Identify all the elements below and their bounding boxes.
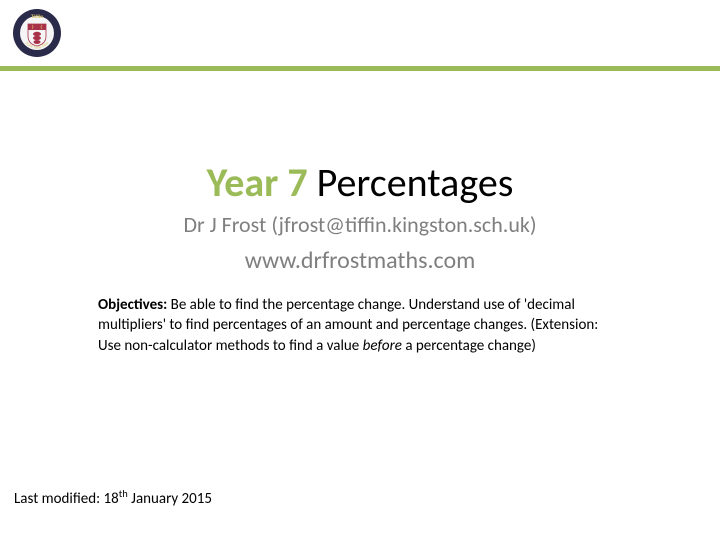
footer-suffix: January 2015 <box>128 490 212 508</box>
objectives-italic: before <box>363 337 402 355</box>
svg-text:Tiffin: Tiffin <box>31 15 43 20</box>
objectives-body-2: a percentage change) <box>402 337 536 355</box>
footer-prefix: Last modified: 18 <box>14 490 119 508</box>
author-line: Dr J Frost (jfrost@tiffin.kingston.sch.u… <box>0 211 720 238</box>
title-accent: Year 7 <box>207 158 308 207</box>
objectives-label: Objectives: <box>98 296 167 314</box>
school-crest-logo: Tiffin Faire Sans Dire <box>12 8 62 58</box>
objectives-paragraph: Objectives: Be able to find the percenta… <box>98 295 622 356</box>
slide-title: Year 7 Percentages <box>0 158 720 207</box>
title-block: Year 7 Percentages Dr J Frost (jfrost@ti… <box>0 158 720 275</box>
website-line: www.drfrostmaths.com <box>0 246 720 275</box>
header-divider <box>0 66 720 71</box>
last-modified: Last modified: 18th January 2015 <box>14 487 212 508</box>
footer-ordinal: th <box>119 487 128 500</box>
title-rest: Percentages <box>308 158 514 207</box>
slide-header: Tiffin Faire Sans Dire <box>0 0 720 70</box>
